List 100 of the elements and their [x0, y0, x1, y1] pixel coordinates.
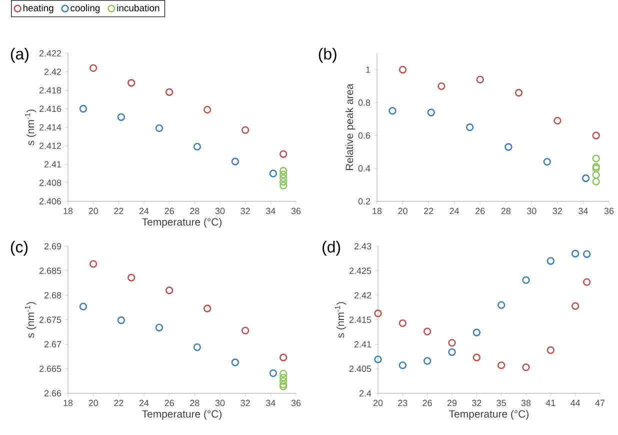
x-tick-label: 28: [190, 208, 200, 214]
y-tick-label: 2.425: [350, 267, 372, 274]
point: [592, 164, 600, 172]
point: [231, 358, 240, 366]
y-tick-label: 2.416: [40, 105, 62, 112]
y-axis-title: s (nm$^{-1}$): [335, 302, 346, 338]
point: [89, 64, 98, 72]
x-tick-label: 18: [372, 208, 382, 214]
point: [472, 354, 481, 362]
point: [203, 304, 212, 312]
point: [514, 88, 523, 96]
x-tick-label: 18: [64, 400, 73, 406]
x-tick-label: 24: [139, 208, 149, 214]
x-tick-label: 34: [266, 400, 276, 406]
x-tick-label: 22: [114, 208, 124, 214]
x-tick-label: 32: [472, 400, 482, 406]
point: [423, 356, 432, 365]
y-tick-label: 2.43: [354, 242, 372, 250]
y-tick-label: 2.415: [350, 316, 372, 323]
y-tick-label: 2.42: [44, 68, 62, 75]
y-axis-title: s (nm$^{-1}$): [25, 109, 36, 146]
y-tick-label: 2.405: [350, 365, 372, 372]
x-axis-title: Temperature (°C): [142, 218, 222, 228]
x-tick-label: 34: [578, 208, 588, 214]
chart-title: (d): [322, 240, 340, 256]
x-tick-label: 41: [546, 400, 556, 406]
point: [472, 328, 481, 336]
point: [582, 174, 590, 182]
point: [117, 316, 126, 324]
x-tick-label: 20: [398, 208, 408, 214]
legend-label: heating: [23, 4, 54, 14]
point: [155, 124, 164, 132]
y-tick-label: 2.685: [40, 267, 62, 274]
y-tick-label: 0.6: [358, 132, 370, 139]
point: [592, 132, 600, 140]
y-tick-label: 0.8: [358, 99, 370, 106]
point: [193, 142, 202, 150]
y-tick-label: 2.414: [40, 124, 62, 130]
x-tick-label: 32: [552, 208, 562, 214]
x-tick-label: 32: [240, 400, 250, 406]
x-tick-label: 36: [291, 400, 301, 406]
point: [279, 150, 288, 158]
point: [398, 361, 407, 370]
chart-title: (c): [10, 240, 28, 256]
y-tick-label: 2.412: [40, 142, 62, 149]
x-tick-label: 36: [291, 208, 301, 214]
point: [279, 380, 288, 388]
point: [193, 343, 202, 351]
y-axis-title: Relative peak area: [345, 84, 356, 170]
y-tick-label: 2.422: [40, 50, 62, 56]
x-tick-label: 30: [527, 208, 536, 214]
point: [374, 309, 382, 318]
point: [117, 113, 126, 121]
point: [466, 123, 474, 131]
x-tick-label: 29: [447, 400, 457, 406]
y-tick-label: 2.66: [44, 390, 62, 396]
point: [279, 374, 288, 382]
legend-label: incubation: [117, 4, 160, 12]
x-tick-label: 44: [570, 400, 580, 406]
x-tick-label: 18: [64, 208, 73, 214]
x-tick-label: 38: [521, 400, 531, 406]
y-axis-title: s (nm$^{-1}$): [25, 302, 36, 338]
point: [438, 82, 446, 90]
point: [592, 162, 600, 170]
point: [279, 182, 288, 190]
y-tick-label: 2.406: [40, 198, 62, 204]
point: [155, 324, 164, 332]
point: [497, 301, 506, 309]
point: [398, 66, 407, 74]
point: [127, 274, 136, 282]
y-tick-label: 2.675: [40, 316, 62, 323]
chart-title: (a): [10, 48, 28, 63]
x-tick-label: 32: [240, 208, 250, 214]
point: [582, 278, 591, 286]
point: [427, 108, 435, 116]
point: [279, 377, 288, 385]
point: [554, 116, 562, 124]
x-tick-label: 24: [450, 208, 460, 214]
point: [398, 319, 407, 327]
x-tick-label: 36: [604, 208, 614, 214]
y-tick-label: 2.68: [44, 292, 62, 298]
point: [241, 326, 250, 334]
point: [269, 170, 278, 178]
point: [448, 348, 456, 356]
y-tick-label: 2.41: [354, 341, 372, 348]
y-tick-label: 2.42: [354, 292, 372, 298]
point: [241, 126, 250, 134]
x-tick-label: 20: [88, 208, 98, 214]
point: [79, 302, 88, 310]
y-tick-label: 0.2: [358, 198, 370, 204]
x-tick-label: 26: [476, 208, 485, 214]
x-tick-label: 26: [164, 208, 174, 214]
y-tick-label: 2.67: [44, 340, 62, 348]
point: [543, 158, 551, 166]
x-axis-title: Temperature (°C): [449, 410, 529, 420]
point: [165, 88, 174, 96]
point: [571, 302, 580, 310]
x-tick-label: 26: [422, 400, 432, 406]
point: [269, 369, 278, 377]
x-tick-label: 34: [266, 208, 276, 214]
